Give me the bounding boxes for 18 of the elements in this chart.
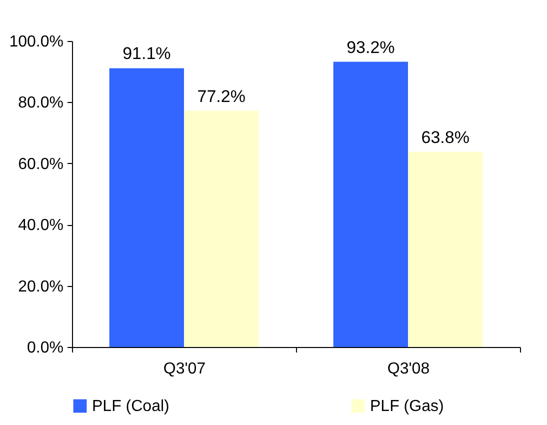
data-label: 77.2% xyxy=(197,86,246,106)
legend-label: PLF (Gas) xyxy=(370,398,444,415)
y-tick-label: 20.0% xyxy=(18,278,64,296)
legend-label: PLF (Coal) xyxy=(92,398,170,415)
bar xyxy=(408,152,483,347)
data-label: 91.1% xyxy=(122,44,171,64)
bar xyxy=(333,62,408,347)
data-label: 93.2% xyxy=(346,38,395,57)
y-tick-label: 40.0% xyxy=(18,217,64,234)
y-tick-label: 0.0% xyxy=(27,340,64,356)
y-tick-label: 80.0% xyxy=(18,94,64,112)
y-tick-label: 100.0% xyxy=(9,34,64,50)
y-tick-label: 60.0% xyxy=(18,156,64,173)
bar xyxy=(109,68,184,347)
data-label: 63.8% xyxy=(421,128,470,147)
x-tick-label: Q3'08 xyxy=(387,360,430,378)
bar xyxy=(184,110,259,347)
x-tick-label: Q3'07 xyxy=(163,360,206,378)
